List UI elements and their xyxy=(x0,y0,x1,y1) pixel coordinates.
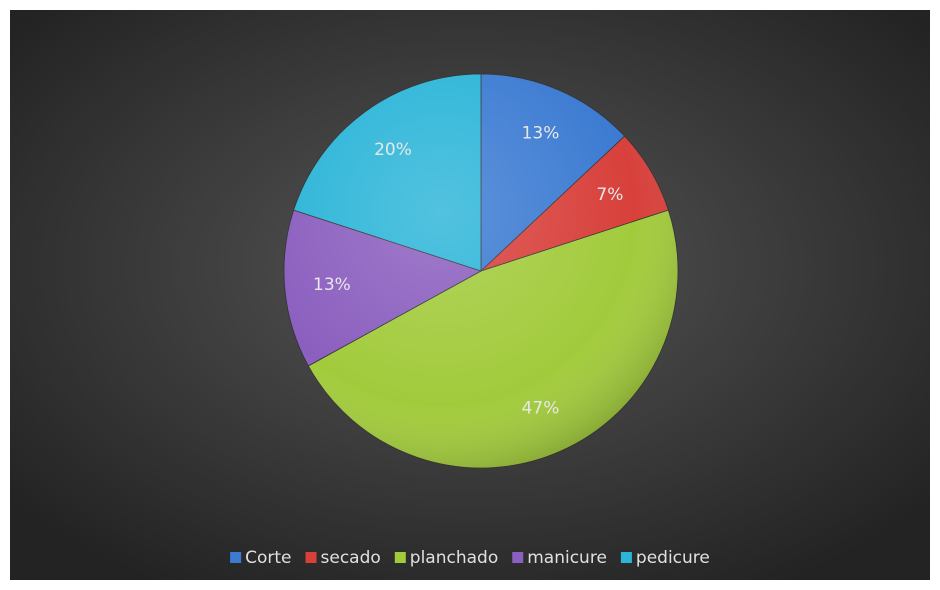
legend-marker xyxy=(230,552,242,563)
data-labels: 13% 7% 47% 13% 20% xyxy=(313,124,623,419)
legend-marker xyxy=(620,552,632,563)
data-label: 13% xyxy=(313,275,351,295)
legend-marker xyxy=(394,552,406,563)
pie xyxy=(283,73,679,469)
data-label: 47% xyxy=(522,398,560,418)
legend-label: pedicure xyxy=(636,548,710,568)
legend-marker xyxy=(305,552,317,563)
data-label: 20% xyxy=(374,140,412,160)
legend-label: Corte xyxy=(245,548,291,568)
legend-label: secado xyxy=(321,548,381,568)
data-label: 7% xyxy=(596,185,623,205)
legend-marker xyxy=(512,552,524,563)
legend-label: manicure xyxy=(527,548,607,568)
legend: Corte secado planchado manicure pedicure xyxy=(230,548,710,568)
data-label: 13% xyxy=(522,124,560,144)
legend-label: planchado xyxy=(410,548,498,568)
